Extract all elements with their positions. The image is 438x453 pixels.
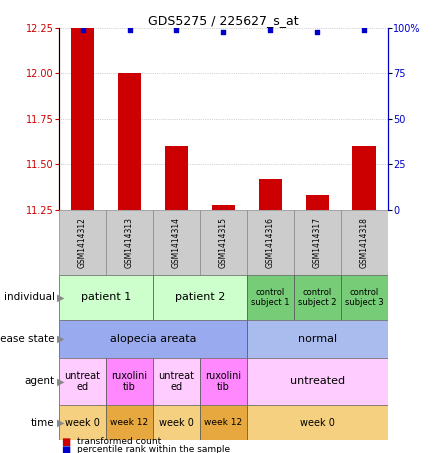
Bar [106, 210, 153, 275]
Text: untreat
ed: untreat ed [159, 371, 194, 392]
Text: time: time [31, 418, 55, 428]
Bar [294, 275, 341, 320]
Text: GSM1414318: GSM1414318 [360, 217, 369, 268]
Bar [59, 210, 106, 275]
Bar [118, 73, 141, 210]
Text: ▶: ▶ [57, 376, 64, 386]
Bar [153, 358, 200, 405]
Bar [59, 358, 106, 405]
Text: ruxolini
tib: ruxolini tib [205, 371, 241, 392]
Bar [247, 320, 388, 358]
Text: ▶: ▶ [57, 418, 64, 428]
Point [267, 26, 274, 34]
Bar [247, 275, 294, 320]
Bar [353, 146, 376, 210]
Bar [247, 405, 388, 440]
Bar [106, 358, 153, 405]
Point [79, 26, 86, 34]
Text: ■: ■ [61, 437, 71, 447]
Point [173, 26, 180, 34]
Text: ▶: ▶ [57, 293, 64, 303]
Bar [341, 210, 388, 275]
Text: percentile rank within the sample: percentile rank within the sample [77, 445, 230, 453]
Text: ▶: ▶ [57, 334, 64, 344]
Bar [153, 275, 247, 320]
Text: control
subject 2: control subject 2 [298, 288, 336, 307]
Text: week 12: week 12 [204, 418, 243, 427]
Text: agent: agent [25, 376, 55, 386]
Bar [59, 320, 247, 358]
Text: individual: individual [4, 293, 55, 303]
Text: ■: ■ [61, 445, 71, 453]
Text: control
subject 1: control subject 1 [251, 288, 290, 307]
Bar [153, 210, 200, 275]
Bar [59, 275, 153, 320]
Text: GSM1414314: GSM1414314 [172, 217, 181, 268]
Bar [247, 210, 294, 275]
Text: control
subject 3: control subject 3 [345, 288, 384, 307]
Bar [200, 358, 247, 405]
Bar [258, 179, 282, 210]
Text: ruxolini
tib: ruxolini tib [111, 371, 148, 392]
Bar [59, 405, 106, 440]
Point [220, 28, 227, 35]
Text: patient 2: patient 2 [175, 293, 225, 303]
Text: normal: normal [298, 334, 337, 344]
Bar [200, 210, 247, 275]
Text: transformed count: transformed count [77, 438, 161, 447]
Bar [200, 405, 247, 440]
Text: week 0: week 0 [65, 418, 100, 428]
Text: GSM1414312: GSM1414312 [78, 217, 87, 268]
Text: GSM1414315: GSM1414315 [219, 217, 228, 268]
Title: GDS5275 / 225627_s_at: GDS5275 / 225627_s_at [148, 14, 299, 27]
Text: disease state: disease state [0, 334, 55, 344]
Bar [294, 210, 341, 275]
Text: untreat
ed: untreat ed [64, 371, 101, 392]
Point [360, 26, 367, 34]
Point [126, 26, 133, 34]
Bar [153, 405, 200, 440]
Text: alopecia areata: alopecia areata [110, 334, 196, 344]
Point [314, 28, 321, 35]
Text: untreated: untreated [290, 376, 345, 386]
Text: week 0: week 0 [300, 418, 335, 428]
Bar [247, 358, 388, 405]
Text: GSM1414316: GSM1414316 [266, 217, 275, 268]
Bar [212, 205, 235, 210]
Text: patient 1: patient 1 [81, 293, 131, 303]
Bar [106, 405, 153, 440]
Text: week 0: week 0 [159, 418, 194, 428]
Bar [305, 195, 329, 210]
Bar [341, 275, 388, 320]
Text: GSM1414313: GSM1414313 [125, 217, 134, 268]
Bar [71, 28, 94, 210]
Bar [165, 146, 188, 210]
Text: GSM1414317: GSM1414317 [313, 217, 322, 268]
Text: week 12: week 12 [110, 418, 148, 427]
